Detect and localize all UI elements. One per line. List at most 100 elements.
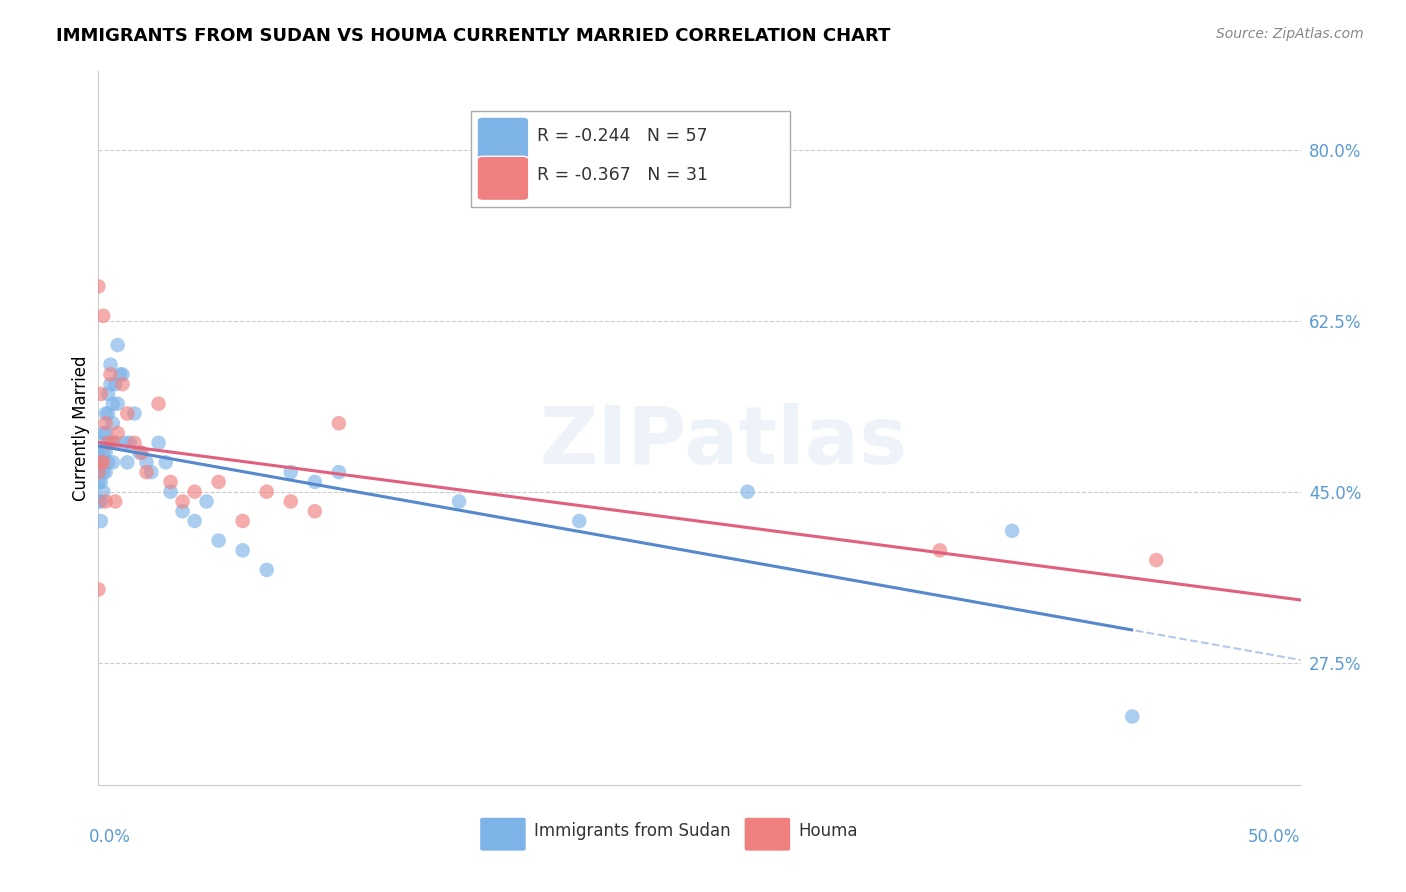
Point [90,455,112,469]
Point [172,494,194,508]
Point [107,397,129,411]
Point [94,445,117,459]
Point [117,407,139,421]
Point [195,494,218,508]
Point [101,397,124,411]
Point [94,425,117,440]
Point [280,465,302,479]
Point [97,387,120,401]
FancyBboxPatch shape [477,117,529,161]
Point [94,407,117,421]
Point [131,445,153,459]
Point [159,475,181,489]
Point [128,445,150,459]
Point [107,338,129,352]
Point [1144,553,1167,567]
Point [172,504,194,518]
Text: R = -0.244   N = 57: R = -0.244 N = 57 [537,127,707,145]
Text: Houma: Houma [799,822,858,840]
Point [141,465,163,479]
Point [148,435,170,450]
Point [91,445,114,459]
Point [183,514,205,528]
Point [328,417,350,431]
Point [256,563,278,577]
Point [87,494,110,508]
Point [91,484,114,499]
FancyBboxPatch shape [471,111,790,207]
Point [100,435,122,450]
Point [1121,709,1143,723]
Point [107,425,129,440]
Text: Source: ZipAtlas.com: Source: ZipAtlas.com [1216,27,1364,41]
Point [94,417,117,431]
Point [87,455,110,469]
Point [124,435,146,450]
Point [155,455,177,469]
Point [104,377,127,392]
Point [568,514,591,528]
Point [117,455,139,469]
Point [280,494,302,508]
Point [104,435,127,450]
Point [183,484,205,499]
Point [447,494,470,508]
Point [928,543,950,558]
Point [111,377,134,392]
Point [87,465,110,479]
Point [135,455,157,469]
FancyBboxPatch shape [477,156,529,201]
Point [87,465,110,479]
Point [101,417,124,431]
Point [108,368,131,382]
Point [737,484,759,499]
Point [148,397,170,411]
Point [256,484,278,499]
Point [232,543,254,558]
Point [232,514,254,528]
Point [101,455,124,469]
Point [97,435,120,450]
Point [135,465,157,479]
FancyBboxPatch shape [744,817,790,851]
Text: 50.0%: 50.0% [1249,828,1301,846]
Point [90,387,112,401]
Text: IMMIGRANTS FROM SUDAN VS HOUMA CURRENTLY MARRIED CORRELATION CHART: IMMIGRANTS FROM SUDAN VS HOUMA CURRENTLY… [56,27,890,45]
Point [304,504,326,518]
Point [1001,524,1024,538]
Point [91,455,114,469]
Point [208,475,231,489]
Point [87,582,110,597]
Point [87,279,110,293]
Point [90,475,112,489]
Text: ZIPatlas: ZIPatlas [540,403,908,482]
Point [328,465,350,479]
Point [94,494,117,508]
Point [101,435,124,450]
Point [100,377,122,392]
Point [87,445,110,459]
Point [208,533,231,548]
Point [87,475,110,489]
Point [118,435,141,450]
Point [304,475,326,489]
FancyBboxPatch shape [479,817,526,851]
Point [97,407,120,421]
Point [91,425,114,440]
Text: 0.0%: 0.0% [89,828,131,846]
Point [90,494,112,508]
Point [90,514,112,528]
Point [100,358,122,372]
Point [104,494,127,508]
Point [111,368,134,382]
Point [159,484,181,499]
Point [91,309,114,323]
Text: R = -0.367   N = 31: R = -0.367 N = 31 [537,166,709,184]
Point [94,465,117,479]
Point [97,455,120,469]
Point [114,435,136,450]
Y-axis label: Currently Married: Currently Married [72,355,90,501]
Point [90,455,112,469]
Point [90,435,112,450]
Point [124,407,146,421]
